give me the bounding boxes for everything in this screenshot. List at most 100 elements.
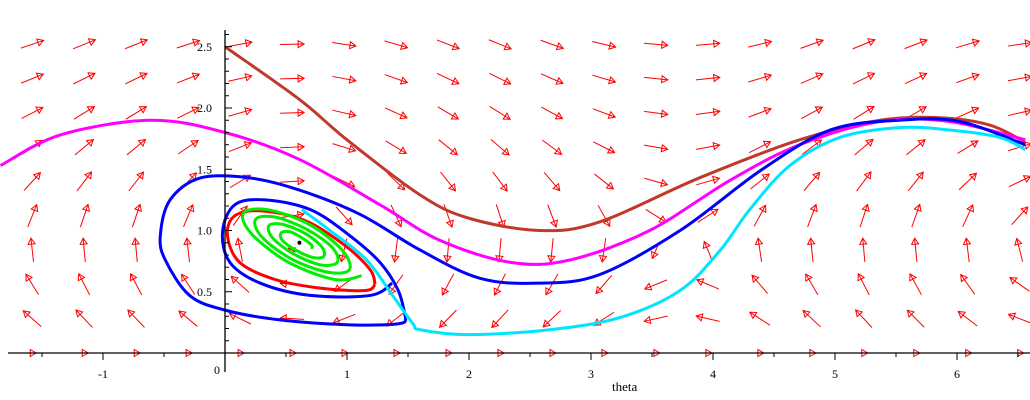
field-arrow [177,139,199,155]
field-arrow [79,237,89,263]
field-arrow [438,139,459,156]
trajectory-curve [224,45,1027,233]
field-arrow [443,204,454,229]
field-arrow [854,309,873,328]
x-axis-label: theta [612,379,637,394]
field-arrow [697,208,719,223]
field-arrow [76,171,93,192]
field-arrow [1007,39,1030,48]
field-arrow [384,40,409,51]
field-arrow [131,237,141,263]
field-arrow [592,108,617,119]
field-arrow [280,108,306,118]
field-arrow [228,107,253,117]
field-arrow [695,39,721,49]
field-arrow [183,203,195,228]
field-arrow [702,240,712,259]
field-arrow [645,208,667,223]
field-arrow [807,203,818,228]
x-tick-label: 2 [466,367,472,381]
field-arrow [960,273,976,295]
field-arrow [910,237,920,263]
field-arrow [22,310,42,328]
origin-label: 0 [214,363,220,377]
field-arrow [748,72,773,83]
field-arrow [234,237,244,262]
field-arrow [643,40,669,50]
field-arrow [228,73,253,82]
field-arrow [644,143,669,153]
trajectory-curve [220,198,408,318]
field-arrow [956,38,981,49]
field-arrow [443,238,452,264]
field-arrow [801,106,824,120]
field-arrow [387,172,406,191]
field-arrow [852,72,876,85]
field-arrow [1007,312,1030,324]
field-arrow [695,278,720,290]
trajectory-curve [0,117,1026,266]
field-arrow [385,140,408,155]
trajectory-curve [240,207,362,282]
field-arrow [436,73,460,85]
field-arrow [957,310,978,327]
field-arrow [125,106,148,120]
field-arrow [74,138,95,156]
y-tick-label: 2.0 [197,101,212,115]
field-arrow [128,171,145,192]
field-arrow [595,274,613,295]
field-arrow [695,107,721,117]
field-arrow [543,172,561,192]
field-arrow [643,279,668,291]
field-arrow [542,310,562,328]
field-arrow [437,106,460,120]
field-arrow [800,38,825,49]
trajectory-curve [225,209,377,293]
field-arrow [27,203,39,228]
axes [8,30,1030,372]
field-arrow [962,237,972,263]
field-arrow [956,106,980,119]
field-arrow [906,139,926,156]
ticks: -1 1 2 3 4 5 6 0.5 1.0 1.5 2.0 2.5 [41,34,1019,381]
field-arrow [75,309,93,328]
field-arrow [280,39,306,49]
field-arrow [176,72,201,84]
field-arrow [1009,276,1030,292]
field-arrow [956,72,980,84]
field-arrow [181,273,196,295]
field-arrow [332,109,357,119]
field-arrow [1011,206,1029,225]
trajectory-curve [300,125,1027,337]
field-arrow [962,204,975,227]
field-arrow [228,38,253,48]
field-arrow [750,173,770,190]
field-arrow [436,39,461,51]
field-arrow [178,310,198,327]
field-arrow [802,309,821,328]
field-arrow [79,203,91,228]
field-arrow [806,237,816,263]
field-arrow [20,72,45,84]
field-arrow [597,205,611,228]
field-arrow [490,139,510,156]
field-arrow [541,106,564,120]
field-arrow [126,138,147,156]
field-arrow [545,273,559,296]
field-arrow [492,171,508,192]
field-arrow [643,74,669,84]
field-arrow [438,309,457,328]
field-arrow [23,171,42,191]
field-arrow [547,238,556,264]
field-arrow [335,206,353,226]
field-arrow [547,204,558,228]
field-arrow [748,140,772,154]
y-tick-label: 2.5 [197,40,212,54]
field-arrow [331,313,356,325]
field-arrow [183,237,192,263]
field-arrow [491,309,509,329]
field-arrow [643,109,669,118]
field-arrow [695,141,721,151]
field-arrow [384,107,408,120]
